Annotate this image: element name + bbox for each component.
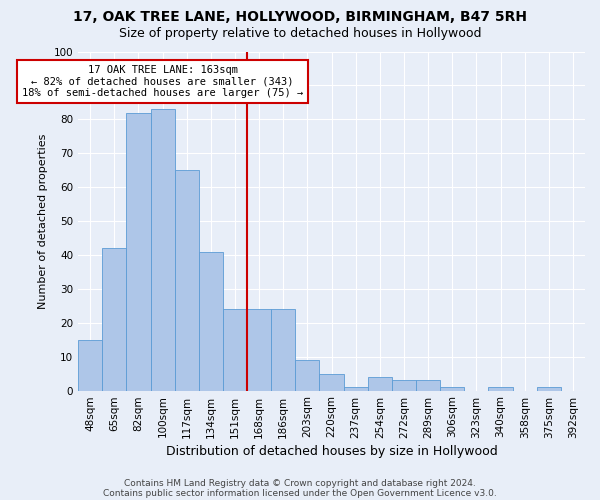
Text: 17, OAK TREE LANE, HOLLYWOOD, BIRMINGHAM, B47 5RH: 17, OAK TREE LANE, HOLLYWOOD, BIRMINGHAM…	[73, 10, 527, 24]
Bar	[175, 170, 199, 390]
Bar	[127, 112, 151, 390]
Bar	[295, 360, 319, 390]
Bar	[344, 387, 368, 390]
Text: Contains HM Land Registry data © Crown copyright and database right 2024.: Contains HM Land Registry data © Crown c…	[124, 478, 476, 488]
Text: Contains public sector information licensed under the Open Government Licence v3: Contains public sector information licen…	[103, 488, 497, 498]
Bar	[440, 387, 464, 390]
Bar	[78, 340, 102, 390]
X-axis label: Distribution of detached houses by size in Hollywood: Distribution of detached houses by size …	[166, 444, 497, 458]
Bar	[199, 252, 223, 390]
Bar	[392, 380, 416, 390]
Bar	[247, 309, 271, 390]
Bar	[416, 380, 440, 390]
Bar	[151, 109, 175, 390]
Bar	[488, 387, 512, 390]
Bar	[102, 248, 127, 390]
Bar	[368, 377, 392, 390]
Y-axis label: Number of detached properties: Number of detached properties	[38, 134, 48, 308]
Bar	[319, 374, 344, 390]
Bar	[223, 309, 247, 390]
Text: 17 OAK TREE LANE: 163sqm
← 82% of detached houses are smaller (343)
18% of semi-: 17 OAK TREE LANE: 163sqm ← 82% of detach…	[22, 65, 303, 98]
Bar	[537, 387, 561, 390]
Text: Size of property relative to detached houses in Hollywood: Size of property relative to detached ho…	[119, 28, 481, 40]
Bar	[271, 309, 295, 390]
